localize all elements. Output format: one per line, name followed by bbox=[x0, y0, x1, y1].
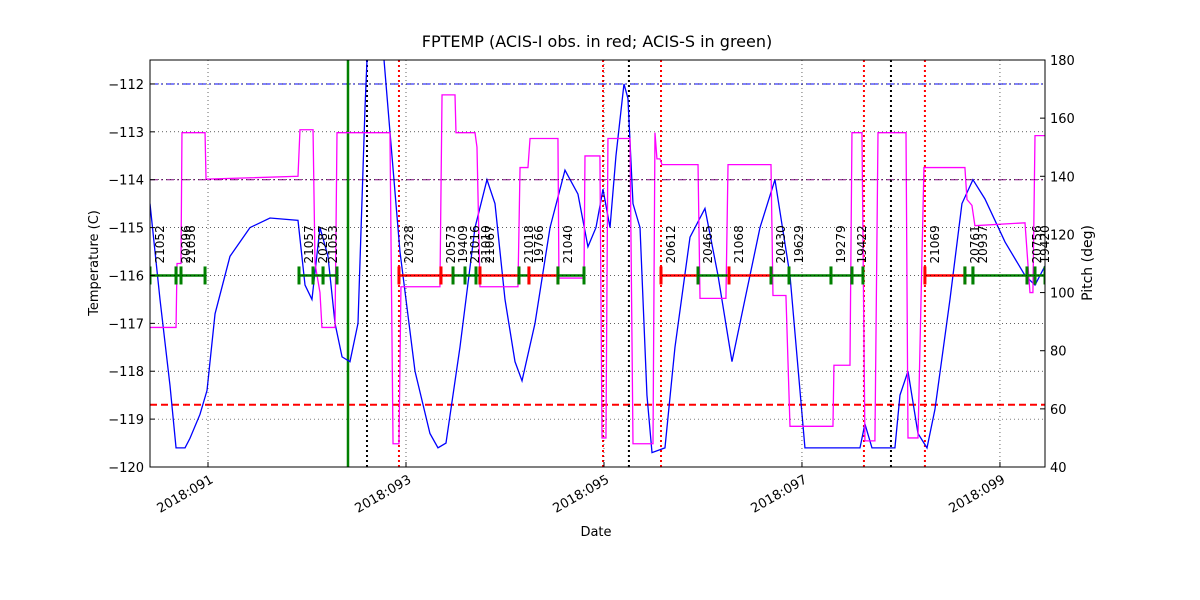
observation-label: 21040 bbox=[561, 225, 575, 263]
y-tick-label: −120 bbox=[108, 461, 144, 476]
observation-label: 20465 bbox=[701, 225, 715, 263]
observation-label: 21057 bbox=[302, 225, 316, 263]
observation-label: 20287 bbox=[316, 225, 330, 263]
y2-tick-label: 180 bbox=[1050, 54, 1075, 69]
observation-label: 21010 bbox=[479, 225, 493, 263]
plot-area bbox=[150, 60, 1045, 467]
observation-label: 21016 bbox=[468, 225, 482, 263]
y2-tick-label: 100 bbox=[1050, 287, 1075, 302]
observation-label: 19629 bbox=[792, 225, 806, 263]
observation-label: 20430 bbox=[774, 225, 788, 263]
y-axis-label: Temperature (C) bbox=[87, 210, 102, 317]
chart-title: FPTEMP (ACIS-I obs. in red; ACIS-S in gr… bbox=[422, 32, 772, 51]
plot-frame bbox=[149, 59, 1046, 468]
y2-tick-label: 40 bbox=[1050, 461, 1067, 476]
observation-label: 20756 bbox=[1030, 225, 1044, 263]
series-line bbox=[150, 60, 1045, 454]
x-axis-label: Date bbox=[580, 525, 611, 540]
y-tick-label: −118 bbox=[108, 365, 144, 380]
y2-tick-label: 140 bbox=[1050, 170, 1075, 185]
y2-tick-label: 160 bbox=[1050, 112, 1075, 127]
observation-label: 20761 bbox=[968, 225, 982, 263]
observation-label: 21068 bbox=[732, 225, 746, 263]
y-tick-label: −119 bbox=[108, 413, 144, 428]
y-tick-label: −112 bbox=[108, 78, 144, 93]
x-tick-label: 2018:093 bbox=[353, 472, 414, 516]
observation-label: 21053 bbox=[326, 225, 340, 263]
x-tick-label: 2018:097 bbox=[749, 472, 810, 516]
y2-tick-label: 60 bbox=[1050, 403, 1067, 418]
y2-axis-label: Pitch (deg) bbox=[1080, 225, 1096, 301]
series-line bbox=[150, 94, 1045, 445]
observation-label: 20937 bbox=[976, 225, 990, 263]
observation-label: 20573 bbox=[444, 225, 458, 263]
y-tick-label: −117 bbox=[108, 317, 144, 332]
x-tick-label: 2018:091 bbox=[155, 472, 216, 516]
x-tick-label: 2018:099 bbox=[947, 472, 1008, 516]
observation-label: 19422 bbox=[855, 225, 869, 263]
y-tick-label: −114 bbox=[108, 174, 144, 189]
x-tick-label: 2018:095 bbox=[551, 472, 612, 516]
observation-label: 20328 bbox=[402, 225, 416, 263]
observation-label: 21052 bbox=[153, 225, 167, 263]
y-tick-label: −113 bbox=[108, 126, 144, 141]
observation-label: 21018 bbox=[522, 225, 536, 263]
y2-tick-label: 80 bbox=[1050, 345, 1067, 360]
observation-label: 20296 bbox=[179, 225, 193, 263]
observation-label: 20612 bbox=[664, 225, 678, 263]
observation-label: 21067 bbox=[483, 225, 497, 263]
y2-tick-label: 120 bbox=[1050, 228, 1075, 243]
observation-label: 21069 bbox=[928, 225, 942, 263]
y-tick-label: −116 bbox=[108, 269, 144, 284]
y-tick-label: −115 bbox=[108, 222, 144, 237]
observation-label: 19279 bbox=[834, 225, 848, 263]
observation-label: 19766 bbox=[532, 225, 546, 263]
observation-label: 21056 bbox=[184, 225, 198, 263]
observation-label: 19409 bbox=[456, 225, 470, 263]
